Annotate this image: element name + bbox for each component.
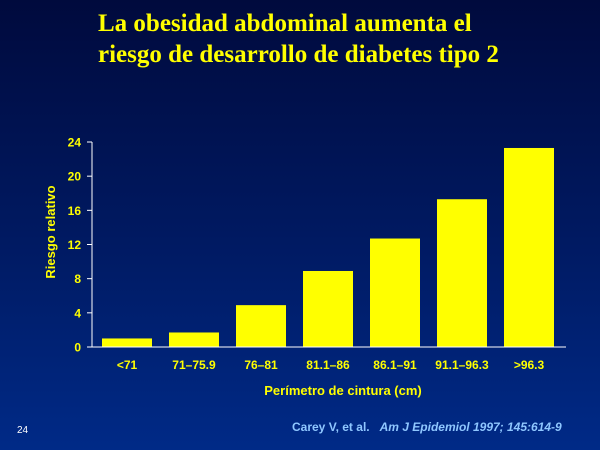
x-tick-label: 71–75.9 [172,358,216,372]
x-tick-label: 91.1–96.3 [435,358,489,372]
chart-bars [102,147,554,347]
x-tick-label: <71 [117,358,138,372]
citation-authors: Carey V, et al. [292,420,370,434]
bar [236,305,286,347]
x-tick-label: 86.1–91 [373,358,417,372]
y-tick-label: 8 [74,272,81,286]
citation-journal: Am J Epidemiol 1997; 145:614-9 [379,420,562,434]
slide-title-line-2: riesgo de desarrollo de diabetes tipo 2 [98,41,499,68]
y-axis-title: Riesgo relativo [43,185,58,278]
y-tick-label: 16 [68,204,82,218]
x-tick-label: >96.3 [514,358,545,372]
bar [303,270,353,347]
x-tick-label: 76–81 [244,358,278,372]
y-tick-label: 4 [74,306,81,320]
x-axis-title: Perímetro de cintura (cm) [264,383,422,398]
bar [102,338,152,347]
slide-page-number: 24 [17,425,29,436]
y-tick-label: 24 [68,136,82,150]
slide-title: La obesidad abdominal aumenta el riesgo … [98,8,578,70]
bar [370,238,420,347]
y-axis-ticks: 0 4 8 12 16 20 24 [68,136,92,355]
x-axis-tick-labels: <71 71–75.9 76–81 81.1–86 86.1–91 91.1–96.3 >9… [117,358,545,372]
x-tick-label: 81.1–86 [306,358,350,372]
citation: Carey V, et al. Am J Epidemiol 1997; 145… [292,420,562,434]
bar [504,147,554,347]
y-tick-label: 20 [68,170,82,184]
slide-title-line-1: La obesidad abdominal aumenta el [98,10,472,37]
bar [169,332,219,347]
bar [437,199,487,347]
y-tick-label: 12 [68,238,82,252]
y-tick-label: 0 [74,341,81,355]
